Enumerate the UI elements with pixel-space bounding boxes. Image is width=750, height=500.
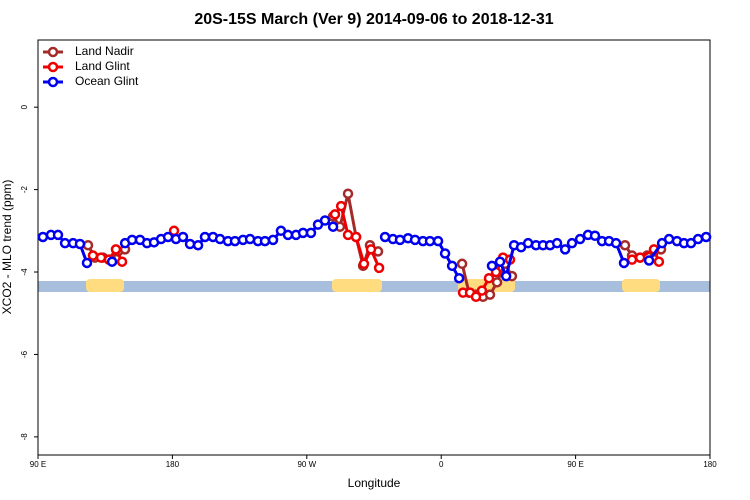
x-tick-label: 180 [703, 460, 717, 469]
x-tick-label: 90 E [30, 460, 46, 469]
point [199, 231, 211, 243]
point [335, 200, 347, 212]
point [74, 238, 86, 250]
point [653, 256, 665, 267]
point [394, 234, 406, 246]
point [486, 260, 498, 272]
point [192, 239, 204, 251]
y-tick-label: -6 [20, 350, 29, 358]
point [574, 233, 586, 245]
point [229, 235, 241, 247]
x-tick-label: 0 [439, 460, 444, 469]
land-patch [332, 279, 382, 292]
point [282, 229, 294, 241]
point [106, 256, 118, 267]
y-tick-label: -4 [20, 268, 29, 276]
point [177, 231, 189, 243]
point [700, 231, 712, 243]
point [500, 270, 512, 282]
point [424, 235, 436, 247]
point [470, 291, 482, 302]
point [319, 215, 331, 226]
point [110, 244, 122, 255]
y-axis-label: XCO2 - MLO trend (ppm) [0, 180, 14, 315]
point [446, 260, 458, 272]
point [305, 227, 317, 239]
point [184, 238, 196, 250]
point [610, 237, 622, 249]
point [559, 244, 571, 255]
point [626, 254, 638, 265]
legend-marker [47, 46, 59, 58]
point [432, 235, 444, 247]
point [82, 239, 94, 251]
point [350, 231, 362, 243]
legend-label: Land Glint [75, 59, 130, 73]
x-tick-label: 180 [166, 460, 180, 469]
land-patch [622, 279, 660, 292]
land-patch [86, 279, 124, 292]
point [551, 237, 563, 249]
point [52, 229, 64, 241]
x-tick-label: 90 W [297, 460, 316, 469]
point [373, 262, 385, 274]
y-tick-label: 0 [20, 104, 29, 109]
point [327, 221, 339, 232]
point [643, 255, 655, 266]
point [259, 235, 271, 247]
point [484, 289, 496, 300]
chart-title: 20S-15S March (Ver 9) 2014-09-06 to 2018… [194, 11, 553, 28]
point [491, 277, 503, 288]
plot-frame [37, 39, 711, 456]
y-tick-label: -8 [20, 433, 29, 441]
point [358, 258, 370, 270]
point [87, 250, 99, 261]
point [342, 229, 354, 241]
point [81, 257, 93, 269]
y-tick-label: -2 [20, 185, 29, 193]
legend-label: Ocean Glint [75, 74, 139, 88]
point [37, 231, 49, 243]
point [59, 237, 71, 249]
point [618, 257, 630, 269]
point [692, 233, 704, 245]
point [483, 272, 495, 284]
point [456, 258, 468, 270]
point [439, 248, 451, 259]
x-tick-label: 90 E [567, 460, 583, 469]
point [365, 244, 377, 255]
point [409, 234, 421, 246]
point [494, 256, 506, 267]
x-axis-label: Longitude [348, 476, 401, 490]
point [566, 237, 578, 249]
point [476, 285, 488, 296]
point [267, 234, 279, 246]
legend-marker [47, 61, 59, 73]
point [329, 209, 341, 220]
point [453, 272, 465, 284]
point [619, 239, 631, 251]
point [634, 252, 646, 263]
legend-label: Land Nadir [75, 44, 134, 58]
point [116, 256, 128, 267]
legend-marker [47, 76, 59, 88]
point [342, 188, 354, 199]
point [589, 230, 601, 242]
